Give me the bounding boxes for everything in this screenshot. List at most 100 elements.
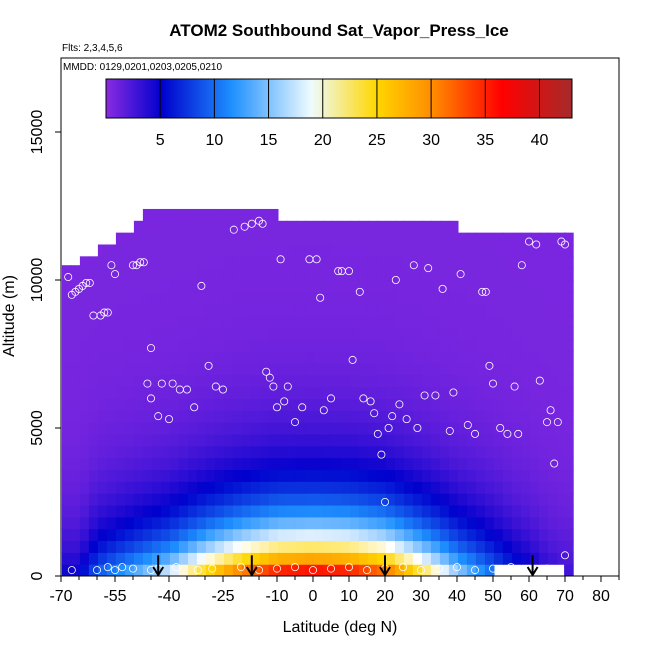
heatmap-cell bbox=[232, 268, 243, 281]
heatmap-cell bbox=[475, 232, 486, 246]
heatmap-cell bbox=[457, 315, 468, 328]
heatmap-cell bbox=[564, 493, 574, 506]
heatmap-cell bbox=[232, 315, 243, 328]
heatmap-cell bbox=[385, 469, 396, 482]
heatmap-cell bbox=[493, 469, 504, 482]
heatmap-cell bbox=[142, 410, 153, 423]
heatmap-cell bbox=[502, 339, 513, 352]
heatmap-cell bbox=[214, 398, 225, 411]
heatmap-cell bbox=[79, 457, 90, 471]
heatmap-cell bbox=[349, 374, 360, 388]
heatmap-cell bbox=[529, 516, 540, 530]
heatmap-cell bbox=[79, 386, 90, 399]
heatmap-cell bbox=[511, 422, 522, 435]
heatmap-cell bbox=[538, 398, 549, 411]
heatmap-cell bbox=[286, 469, 297, 482]
heatmap-cell bbox=[205, 268, 216, 281]
heatmap-cell bbox=[160, 303, 171, 317]
heatmap-cell bbox=[268, 552, 279, 565]
heatmap-cell bbox=[277, 362, 288, 376]
heatmap-cell bbox=[376, 386, 387, 399]
heatmap-cell bbox=[457, 457, 468, 471]
heatmap-cell bbox=[412, 268, 423, 281]
heatmap-cell bbox=[196, 398, 207, 411]
sample-point bbox=[470, 566, 479, 575]
heatmap-cell bbox=[142, 374, 153, 388]
heatmap-cell bbox=[564, 564, 574, 576]
heatmap-cell bbox=[502, 445, 513, 459]
heatmap-cell bbox=[367, 481, 378, 494]
heatmap-cell bbox=[133, 362, 144, 376]
heatmap-cell bbox=[259, 327, 270, 340]
heatmap-cell bbox=[124, 315, 135, 328]
heatmap-cell bbox=[367, 327, 378, 340]
heatmap-cell bbox=[484, 232, 495, 246]
heatmap-cell bbox=[214, 552, 225, 565]
heatmap-cell bbox=[214, 540, 225, 553]
heatmap-cell bbox=[160, 540, 171, 553]
heatmap-cell bbox=[151, 244, 162, 257]
heatmap-cell bbox=[484, 339, 495, 352]
heatmap-cell bbox=[484, 315, 495, 328]
heatmap-cell bbox=[178, 291, 189, 305]
sample-point bbox=[553, 418, 562, 427]
heatmap-cell bbox=[232, 386, 243, 399]
heatmap-cell bbox=[223, 528, 234, 542]
heatmap-cell bbox=[79, 564, 90, 576]
heatmap-cell bbox=[295, 280, 306, 293]
heatmap-cell bbox=[385, 315, 396, 328]
heatmap-cell bbox=[250, 303, 261, 317]
sample-point bbox=[344, 267, 353, 276]
sample-point bbox=[85, 278, 94, 287]
heatmap-cell bbox=[106, 445, 117, 459]
heatmap-cell bbox=[547, 327, 558, 340]
heatmap-cell bbox=[358, 291, 369, 305]
heatmap-cell bbox=[448, 232, 459, 246]
sample-points bbox=[64, 210, 570, 575]
heatmap-cell bbox=[358, 493, 369, 506]
heatmap-cell bbox=[457, 256, 468, 269]
heatmap-cell bbox=[187, 315, 198, 328]
heatmap-cell bbox=[151, 540, 162, 553]
heatmap-cell bbox=[169, 528, 180, 542]
heatmap-cell bbox=[511, 493, 522, 506]
heatmap-cell bbox=[358, 362, 369, 376]
x-axis-label: Latitude (deg N) bbox=[283, 619, 398, 636]
heatmap-cell bbox=[187, 528, 198, 542]
heatmap-cell bbox=[106, 351, 117, 364]
heatmap-cell bbox=[160, 327, 171, 340]
heatmap-cell bbox=[160, 386, 171, 399]
y-tick-label: 5000 bbox=[29, 410, 46, 446]
heatmap-cell bbox=[259, 445, 270, 459]
heatmap-cell bbox=[547, 410, 558, 423]
heatmap-cell bbox=[214, 315, 225, 328]
heatmap-cell bbox=[439, 232, 450, 246]
heatmap-cell bbox=[268, 268, 279, 281]
sample-point bbox=[118, 216, 127, 225]
heatmap-cell bbox=[493, 351, 504, 364]
heatmap-cell bbox=[223, 374, 234, 388]
heatmap-cell bbox=[475, 564, 486, 576]
heatmap-cell bbox=[160, 564, 171, 576]
heatmap-cell bbox=[61, 327, 72, 340]
heatmap-cell bbox=[88, 256, 99, 269]
heatmap-cell bbox=[367, 564, 378, 576]
heatmap-cell bbox=[430, 268, 441, 281]
heatmap-cell bbox=[133, 303, 144, 317]
heatmap-cell bbox=[142, 516, 153, 530]
heatmap-cell bbox=[178, 315, 189, 328]
heatmap-cell bbox=[277, 303, 288, 317]
flight-arrows bbox=[152, 555, 539, 577]
heatmap-cell bbox=[115, 445, 126, 459]
heatmap-cell bbox=[187, 362, 198, 376]
heatmap-cell bbox=[277, 481, 288, 494]
heatmap-cell bbox=[97, 564, 108, 576]
heatmap-cell bbox=[547, 398, 558, 411]
heatmap-cell bbox=[196, 540, 207, 553]
heatmap-cell bbox=[124, 244, 135, 257]
heatmap-cell bbox=[250, 232, 261, 246]
heatmap-cell bbox=[439, 516, 450, 530]
heatmap-cell bbox=[349, 493, 360, 506]
heatmap-cell bbox=[349, 504, 360, 518]
heatmap-cell bbox=[412, 291, 423, 305]
